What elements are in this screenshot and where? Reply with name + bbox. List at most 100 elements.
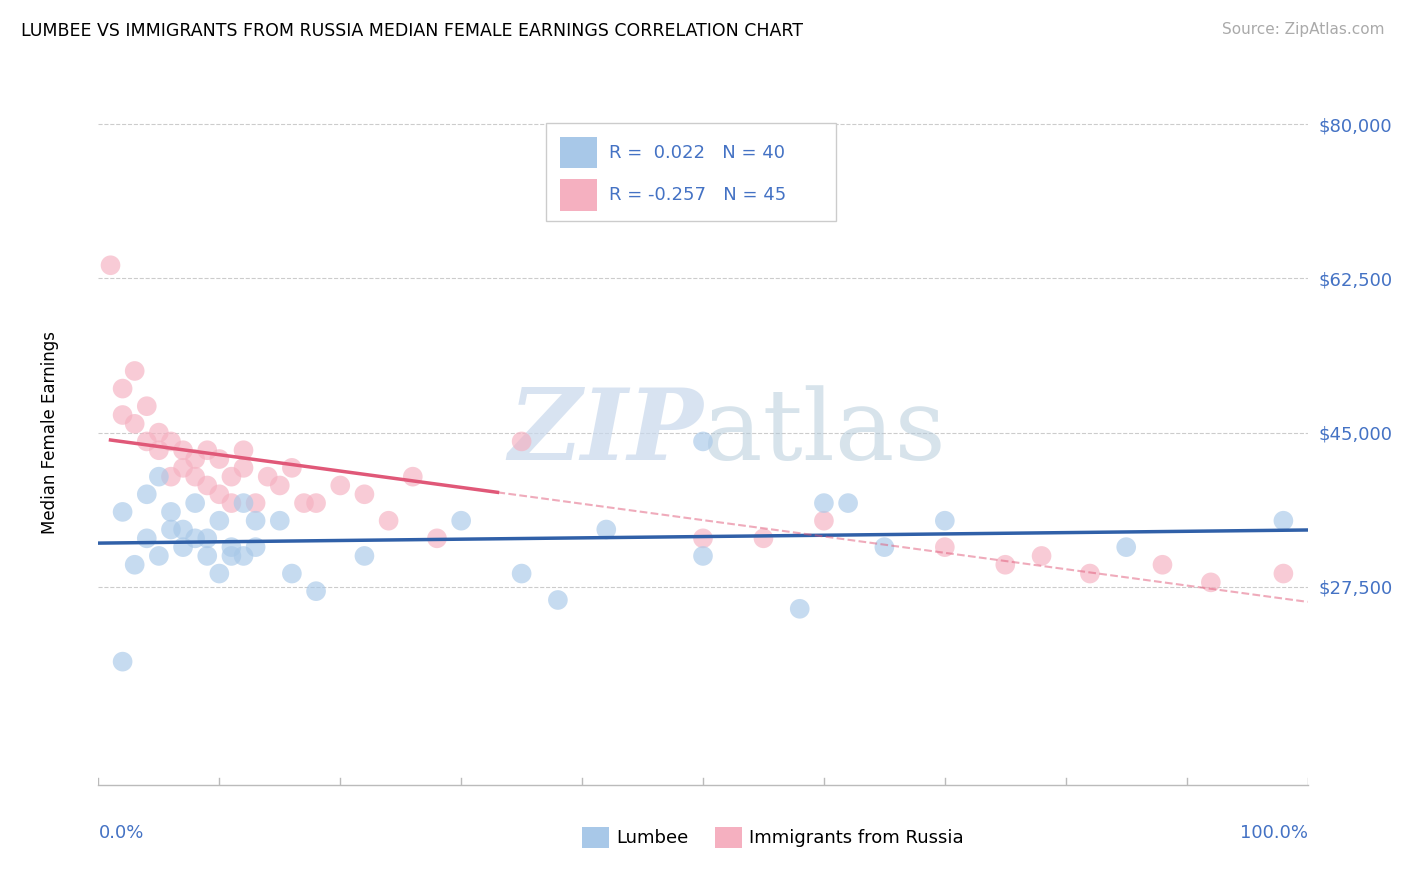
Point [426, 532, 449, 546]
Point [256, 469, 278, 483]
Point [1199, 575, 1222, 590]
Point [450, 514, 472, 528]
Point [292, 496, 315, 510]
Bar [716, 827, 742, 848]
Point [934, 540, 956, 554]
Point [208, 452, 231, 467]
Point [232, 496, 254, 510]
Point [402, 469, 425, 483]
Point [135, 532, 157, 546]
Point [994, 558, 1017, 572]
Point [873, 540, 896, 554]
Point [510, 566, 533, 581]
Point [232, 443, 254, 458]
Point [245, 514, 267, 528]
Point [172, 443, 194, 458]
Text: ZIP: ZIP [508, 384, 703, 481]
Point [160, 434, 183, 449]
Text: Lumbee: Lumbee [616, 829, 688, 847]
Point [148, 469, 170, 483]
Text: R = -0.257   N = 45: R = -0.257 N = 45 [609, 186, 786, 204]
Point [172, 523, 194, 537]
Point [232, 549, 254, 563]
Point [934, 514, 956, 528]
Text: R =  0.022   N = 40: R = 0.022 N = 40 [609, 144, 785, 161]
Point [111, 408, 134, 422]
Point [269, 514, 291, 528]
Point [184, 452, 207, 467]
Point [353, 487, 375, 501]
Point [135, 487, 157, 501]
Text: 0.0%: 0.0% [98, 823, 143, 842]
Point [547, 593, 569, 607]
Point [221, 496, 243, 510]
Text: 100.0%: 100.0% [1240, 823, 1308, 842]
Point [124, 417, 146, 431]
Point [111, 382, 134, 396]
Point [353, 549, 375, 563]
Point [208, 566, 231, 581]
Point [1272, 566, 1295, 581]
Point [160, 523, 183, 537]
Point [305, 584, 328, 599]
Point [160, 505, 183, 519]
Point [221, 469, 243, 483]
Text: Source: ZipAtlas.com: Source: ZipAtlas.com [1222, 22, 1385, 37]
Point [195, 532, 218, 546]
Point [377, 514, 399, 528]
Point [111, 655, 134, 669]
Point [208, 514, 231, 528]
Point [281, 460, 304, 475]
Point [813, 514, 835, 528]
Point [692, 532, 714, 546]
Point [111, 505, 134, 519]
Point [1152, 558, 1174, 572]
Bar [582, 827, 609, 848]
Point [195, 478, 218, 492]
Point [135, 399, 157, 413]
Point [232, 460, 254, 475]
Point [813, 496, 835, 510]
Point [1078, 566, 1101, 581]
Point [221, 549, 243, 563]
Point [510, 434, 533, 449]
Point [124, 558, 146, 572]
Point [1272, 514, 1295, 528]
Point [221, 540, 243, 554]
Point [1115, 540, 1137, 554]
Point [172, 540, 194, 554]
Point [789, 602, 811, 616]
Point [245, 496, 267, 510]
FancyBboxPatch shape [546, 122, 837, 221]
Point [329, 478, 352, 492]
Point [184, 469, 207, 483]
Point [281, 566, 304, 581]
Point [1031, 549, 1053, 563]
Text: LUMBEE VS IMMIGRANTS FROM RUSSIA MEDIAN FEMALE EARNINGS CORRELATION CHART: LUMBEE VS IMMIGRANTS FROM RUSSIA MEDIAN … [21, 22, 803, 40]
Point [100, 258, 122, 272]
Text: atlas: atlas [703, 384, 946, 481]
Bar [561, 179, 596, 211]
Point [208, 487, 231, 501]
Text: Immigrants from Russia: Immigrants from Russia [749, 829, 963, 847]
Point [269, 478, 291, 492]
Point [148, 549, 170, 563]
Bar [561, 136, 596, 169]
Point [184, 496, 207, 510]
Point [692, 549, 714, 563]
Point [148, 425, 170, 440]
Point [195, 443, 218, 458]
Point [160, 469, 183, 483]
Text: Median Female Earnings: Median Female Earnings [41, 331, 59, 534]
Point [692, 434, 714, 449]
Point [148, 443, 170, 458]
Point [195, 549, 218, 563]
Point [837, 496, 859, 510]
Point [184, 532, 207, 546]
Point [245, 540, 267, 554]
Point [305, 496, 328, 510]
Point [172, 460, 194, 475]
Point [135, 434, 157, 449]
Point [124, 364, 146, 378]
Point [595, 523, 617, 537]
